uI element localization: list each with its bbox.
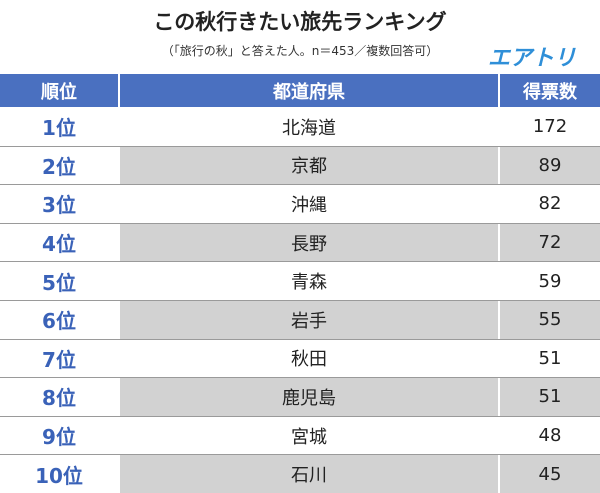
votes-cell: 48 <box>538 425 562 447</box>
rank-cell: 6位 <box>42 309 76 334</box>
row-divider <box>0 415 600 417</box>
votes-cell: 89 <box>500 146 600 185</box>
prefecture-cell: 鹿児島 <box>120 378 498 416</box>
prefecture-cell: 宮城 <box>291 426 327 448</box>
prefecture-cell: 青森 <box>291 272 327 294</box>
column-header: 順位 <box>0 74 118 107</box>
row-divider <box>0 300 600 301</box>
rank-cell: 1位 <box>42 116 76 141</box>
row-divider <box>0 184 600 186</box>
votes-cell: 82 <box>538 193 562 215</box>
prefecture-cell: 石川 <box>120 455 498 493</box>
logo: エアトリ <box>487 46 576 71</box>
row-divider <box>0 222 600 224</box>
prefecture-cell: 岩手 <box>120 301 498 339</box>
rank-cell: 8位 <box>42 386 76 411</box>
rank-cell: 5位 <box>42 270 76 295</box>
rank-cell: 10位 <box>35 463 83 488</box>
prefecture-cell: 沖縄 <box>291 194 327 216</box>
votes-cell: 51 <box>500 378 600 416</box>
row-divider <box>0 454 600 456</box>
votes-cell: 51 <box>538 347 562 369</box>
prefecture-cell: 長野 <box>120 223 498 262</box>
column-header: 都道府県 <box>120 74 498 107</box>
votes-cell: 72 <box>500 223 600 262</box>
row-divider <box>0 261 600 263</box>
rank-cell: 9位 <box>42 425 76 450</box>
rank-cell: 3位 <box>42 193 76 218</box>
subtitle: （「旅行の秋」と答えた人。n＝453／複数回答可） <box>161 44 439 58</box>
prefecture-cell: 北海道 <box>282 117 336 139</box>
rank-cell: 2位 <box>42 154 76 179</box>
votes-cell: 55 <box>500 301 600 339</box>
row-divider <box>0 338 600 340</box>
title: この秋行きたい旅先ランキング <box>153 10 447 34</box>
prefecture-cell: 秋田 <box>291 349 327 371</box>
rank-cell: 7位 <box>42 347 76 372</box>
votes-cell: 59 <box>538 270 562 292</box>
row-divider <box>0 377 600 379</box>
votes-cell: 45 <box>500 455 600 493</box>
rank-cell: 4位 <box>42 232 76 257</box>
column-header: 得票数 <box>500 74 600 107</box>
votes-cell: 172 <box>532 116 568 138</box>
row-divider <box>0 145 600 147</box>
prefecture-cell: 京都 <box>120 146 498 185</box>
